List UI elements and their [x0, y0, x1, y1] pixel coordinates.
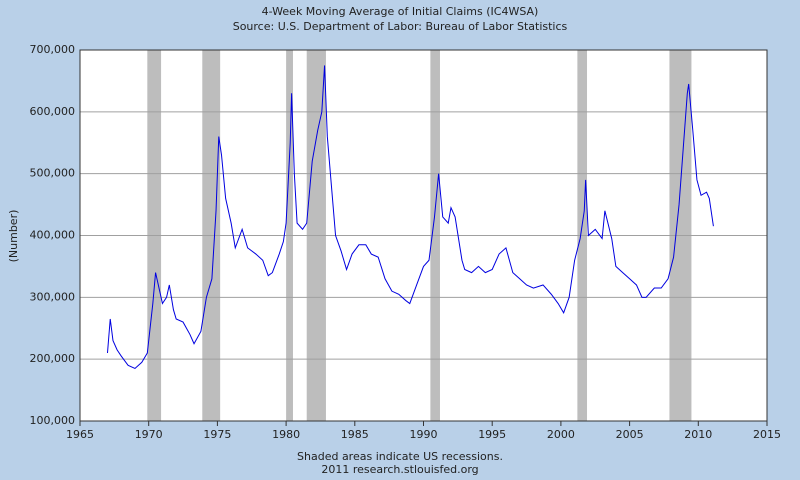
x-tick-label: 1980 [272, 428, 300, 441]
x-tick-label: 1965 [66, 428, 94, 441]
y-tick-label: 200,000 [30, 352, 76, 365]
x-tick-label: 2000 [547, 428, 575, 441]
y-tick-label: 500,000 [30, 167, 76, 180]
y-tick-label: 300,000 [30, 290, 76, 303]
x-tick-label: 2010 [684, 428, 712, 441]
x-tick-label: 1995 [478, 428, 506, 441]
x-tick-label: 1990 [410, 428, 438, 441]
x-tick-label: 1985 [341, 428, 369, 441]
x-tick-label: 1970 [135, 428, 163, 441]
y-tick-label: 100,000 [30, 414, 76, 427]
x-tick-label: 1975 [203, 428, 231, 441]
note: 2011 research.stlouisfed.org [321, 463, 478, 476]
x-tick-label: 2005 [616, 428, 644, 441]
y-tick-label: 600,000 [30, 105, 76, 118]
note: Shaded areas indicate US recessions. [297, 450, 503, 463]
y-tick-label: 400,000 [30, 229, 76, 242]
plot-border [79, 49, 768, 422]
y-axis-label: (Number) [7, 210, 20, 263]
y-tick-label: 700,000 [30, 43, 76, 56]
data-line [106, 65, 714, 370]
x-tick-label: 2015 [753, 428, 781, 441]
chart-title: 4-Week Moving Average of Initial Claims … [262, 5, 539, 18]
chart-subtitle: Source: U.S. Department of Labor: Bureau… [233, 20, 568, 33]
